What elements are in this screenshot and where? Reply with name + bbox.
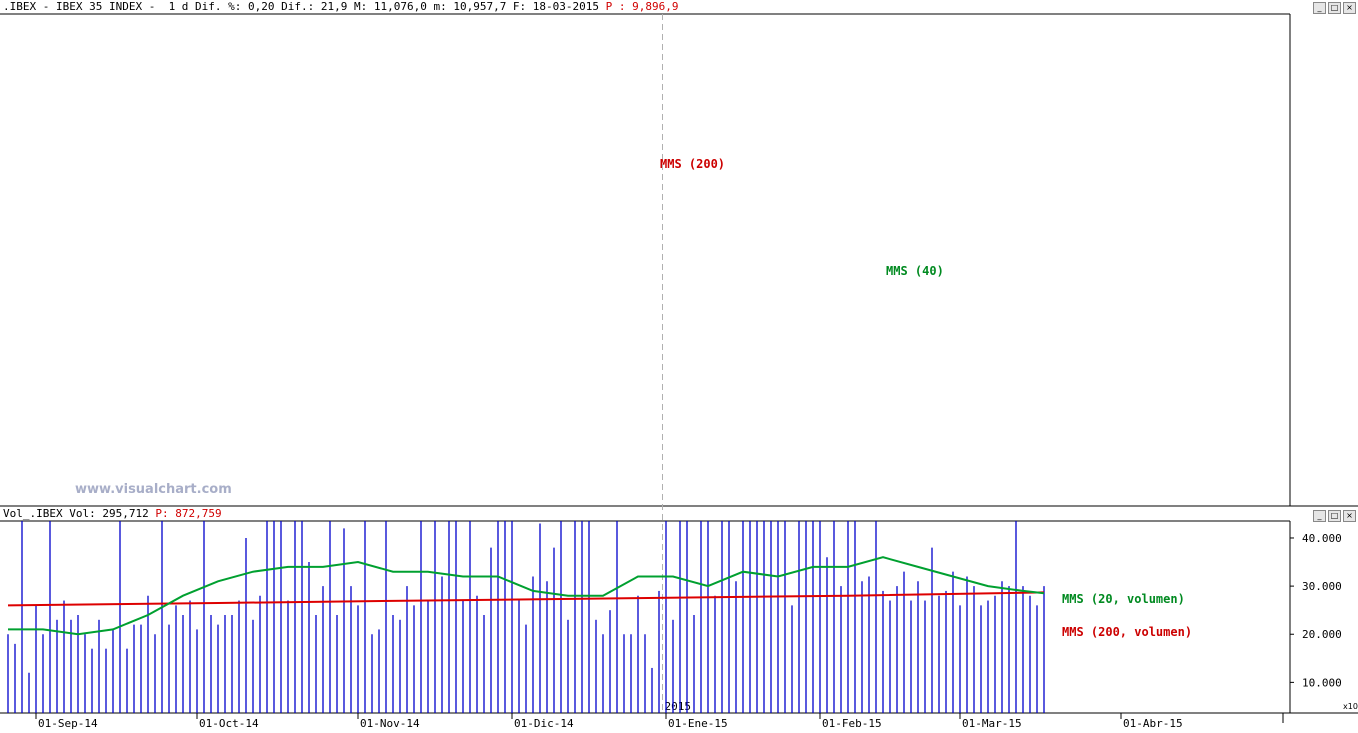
volume-panel-header: Vol_.IBEX Vol: 295,712 P: 872,759 — [3, 507, 222, 520]
time-axis-tick-label: 01-Ene-15 — [668, 717, 728, 730]
time-axis-tick-label: 01-Sep-14 — [38, 717, 98, 730]
volume-header-p-value: 872,759 — [175, 507, 222, 520]
time-axis-tick-label: 01-Nov-14 — [360, 717, 420, 730]
volume-ma20-line — [8, 556, 1045, 636]
ma40-label: MMS (40) — [886, 264, 944, 278]
time-axis-tick-label: 01-Feb-15 — [822, 717, 882, 730]
volume-axis-tick-label: 40.000 — [1302, 532, 1342, 545]
price-panel-window-controls: _ □ × — [1313, 2, 1356, 14]
watermark: www.visualchart.com — [75, 482, 232, 497]
ma200-label: MMS (200) — [660, 157, 725, 171]
restore-icon[interactable]: □ — [1328, 2, 1341, 14]
price-header-text: .IBEX - IBEX 35 INDEX - 1 d Dif. %: 0,20… — [3, 0, 606, 13]
close-icon[interactable]: × — [1343, 510, 1356, 522]
volume-header-p-label: P: — [155, 507, 176, 520]
time-axis-tick-label: 01-Dic-14 — [514, 717, 574, 730]
volume-header-text: Vol_.IBEX Vol: 295,712 — [3, 507, 156, 520]
time-axis-tick-label: 01-Mar-15 — [962, 717, 1022, 730]
volume-axis-tick-label: 30.000 — [1302, 580, 1342, 593]
volume-multiplier: x10 — [1343, 702, 1358, 711]
volume-panel-window-controls: _ □ × — [1313, 510, 1356, 522]
volume-ma200-label: MMS (200, volumen) — [1062, 625, 1192, 639]
time-axis-tick-label: 01-Abr-15 — [1123, 717, 1183, 730]
volume-ma200-line — [7, 591, 1045, 607]
volume-axis-tick-label: 20.000 — [1302, 628, 1342, 641]
volume-axis-tick-label: 10.000 — [1302, 676, 1342, 689]
time-axis-tick-label: 01-Oct-14 — [199, 717, 259, 730]
restore-icon[interactable]: □ — [1328, 510, 1341, 522]
close-icon[interactable]: × — [1343, 2, 1356, 14]
minimize-icon[interactable]: _ — [1313, 2, 1326, 14]
volume-ma20-label: MMS (20, volumen) — [1062, 592, 1185, 606]
year-marker-label: 2015 — [665, 700, 692, 713]
price-header-p-label: P : — [605, 0, 633, 13]
price-panel-header: .IBEX - IBEX 35 INDEX - 1 d Dif. %: 0,20… — [3, 0, 679, 13]
minimize-icon[interactable]: _ — [1313, 510, 1326, 522]
price-header-p-value: 9,896,9 — [632, 0, 679, 13]
